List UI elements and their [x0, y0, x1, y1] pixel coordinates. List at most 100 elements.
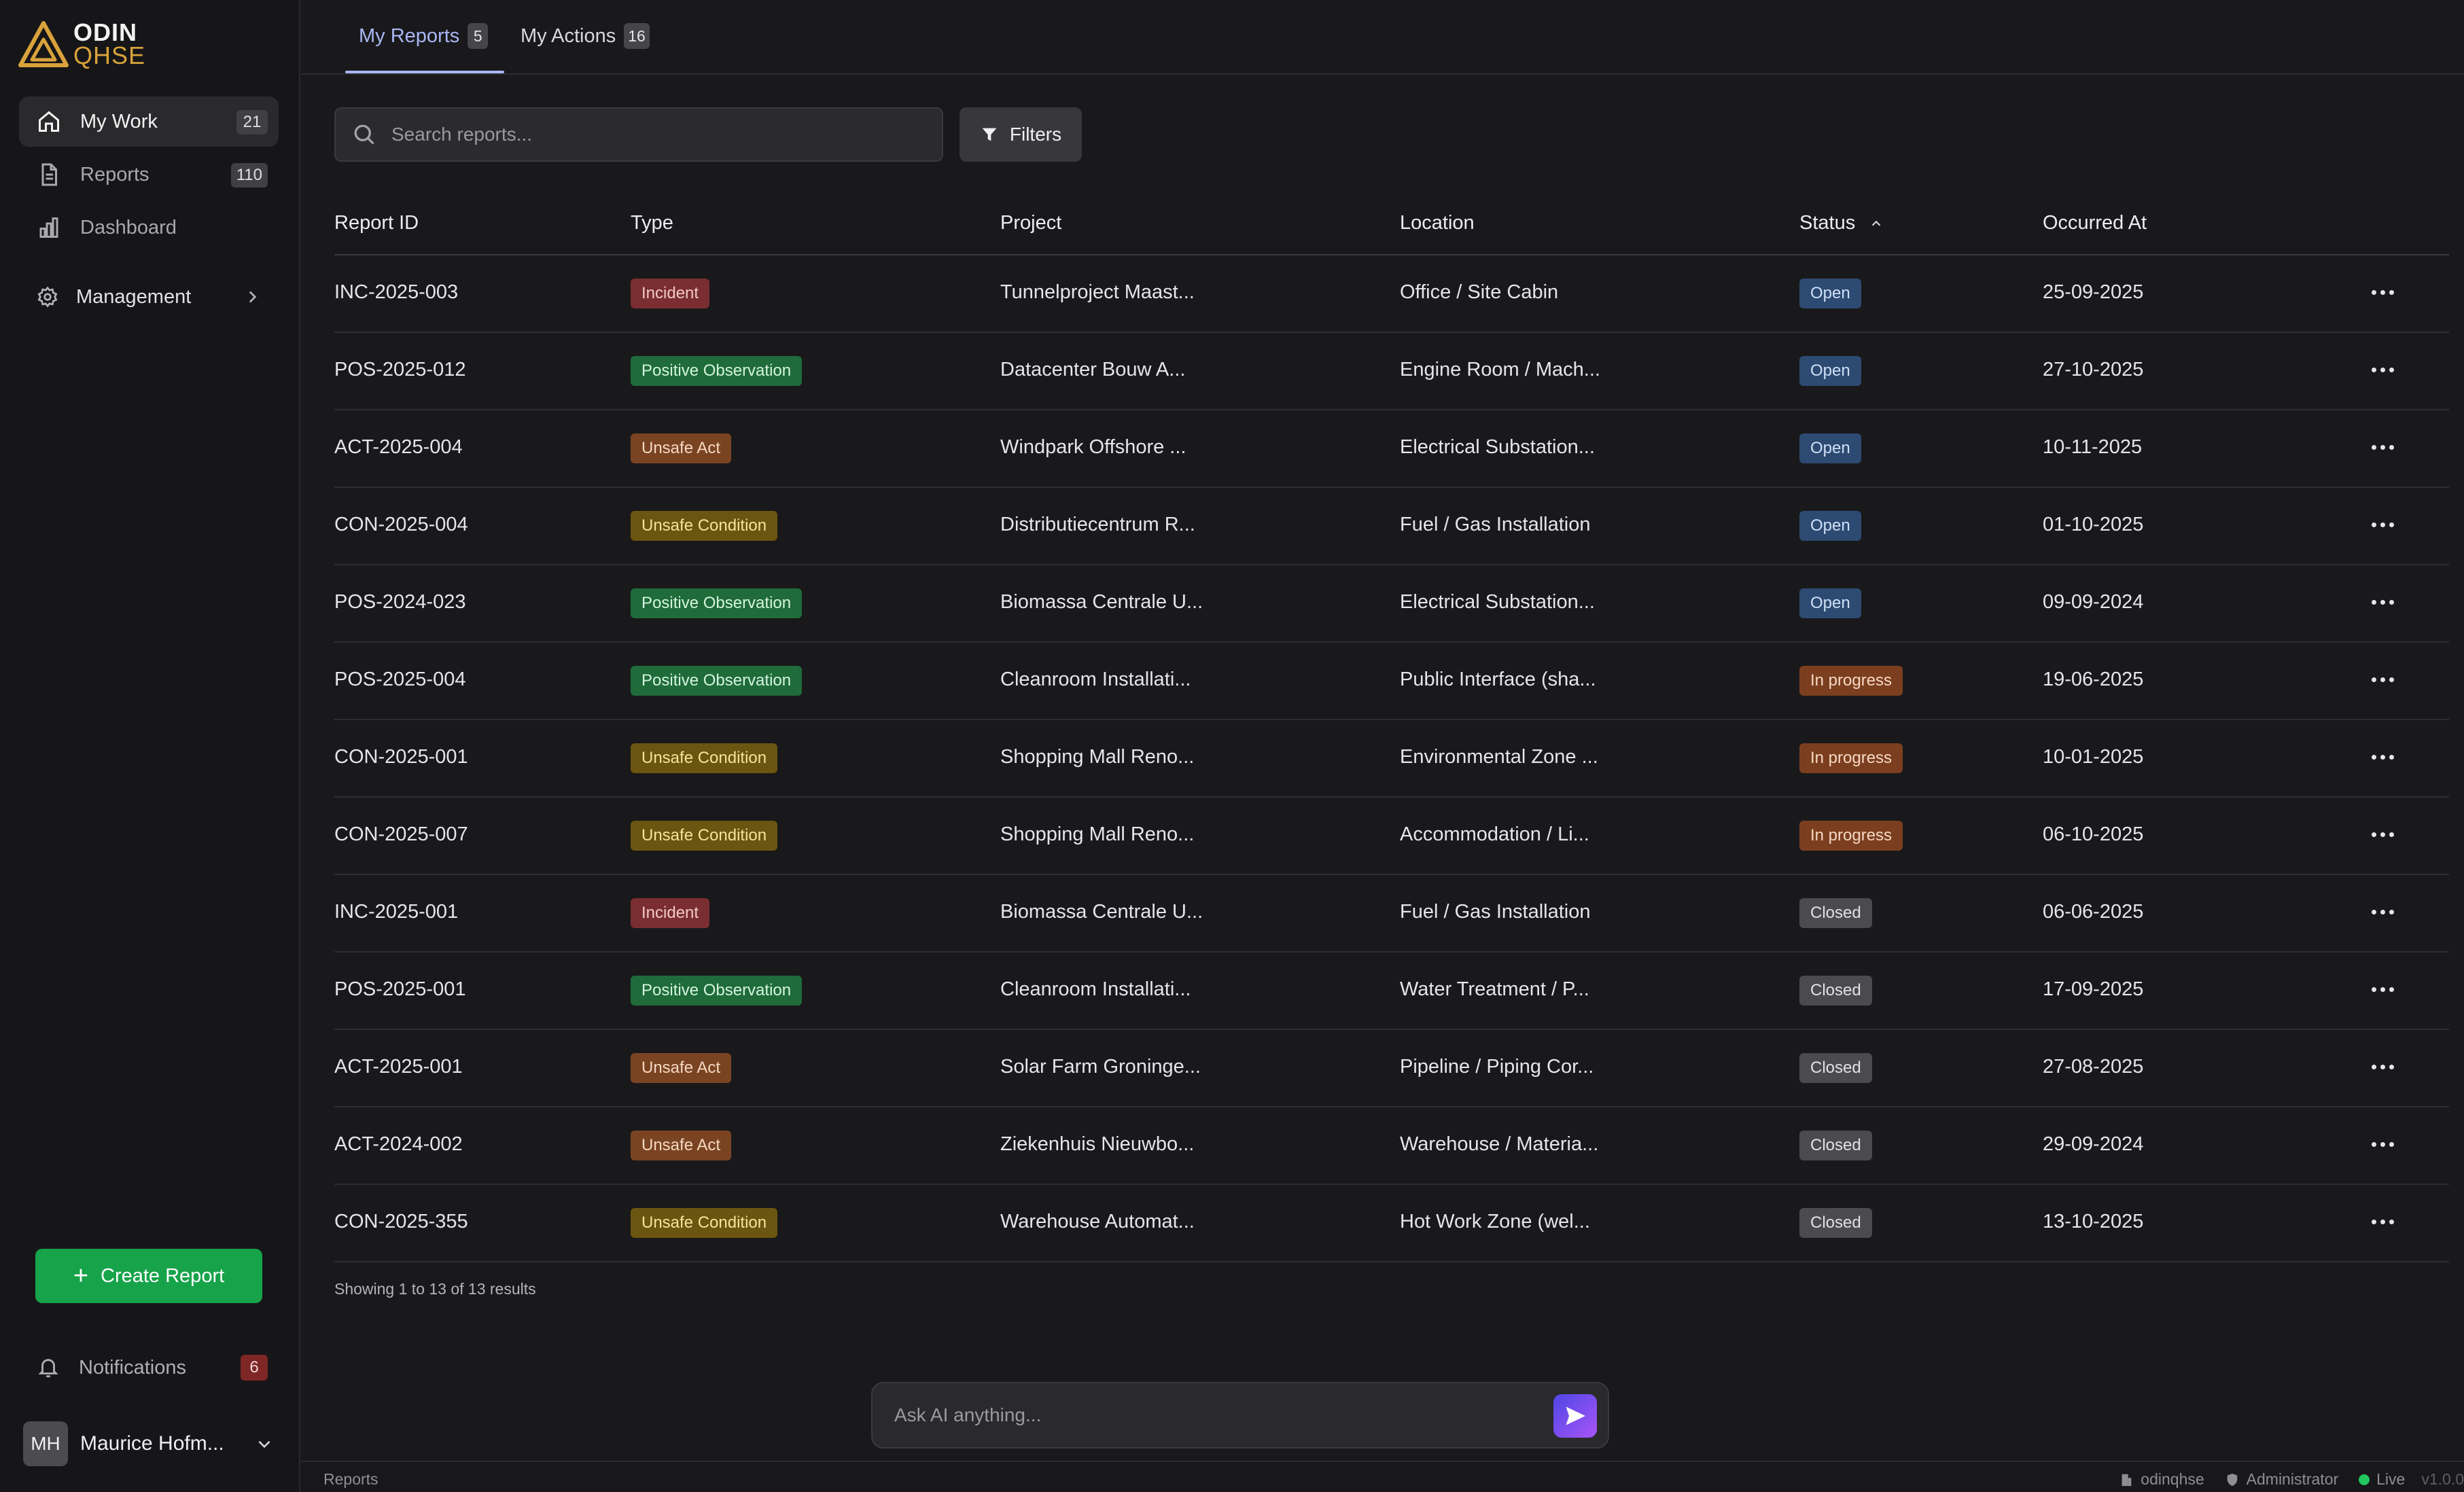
more-dots-icon: [2380, 1141, 2385, 1147]
chevron-right-icon: [249, 291, 257, 303]
project-cell: Biomassa Centrale U...: [1000, 901, 1203, 923]
app-logo[interactable]: ODIN QHSE: [18, 20, 145, 68]
project-cell: Windpark Offshore ...: [1000, 436, 1186, 458]
more-dots-icon: [2371, 754, 2376, 760]
filters-button[interactable]: Filters: [960, 107, 1082, 162]
report-id-cell[interactable]: INC-2025-001: [334, 901, 459, 923]
type-badge: Unsafe Condition: [631, 1208, 778, 1238]
column-header-occurred-at[interactable]: Occurred At: [2043, 212, 2147, 234]
chevron-down-icon: [258, 1440, 270, 1449]
report-id-cell[interactable]: POS-2025-012: [334, 359, 466, 380]
location-cell: Accommodation / Li...: [1400, 823, 1589, 845]
table-row[interactable]: INC-2025-003 Incident Tunnelproject Maast.…: [334, 255, 2449, 333]
tab-my-actions[interactable]: My Actions 16: [521, 23, 650, 49]
row-actions-button[interactable]: [2366, 1050, 2399, 1083]
column-header-project[interactable]: Project: [1000, 212, 1062, 234]
active-tab-indicator: [345, 71, 504, 73]
table-row[interactable]: ACT-2024-002 Unsafe Act Ziekenhuis Nieuwbo…: [334, 1107, 2449, 1185]
more-dots-icon: [2380, 599, 2385, 605]
table-row[interactable]: CON-2025-007 Unsafe Condition Shopping Mal…: [334, 798, 2449, 875]
project-cell: Distributiecentrum R...: [1000, 514, 1195, 535]
user-name: Maurice Hofm...: [80, 1432, 224, 1455]
row-actions-button[interactable]: [2366, 586, 2399, 618]
row-actions-button[interactable]: [2366, 973, 2399, 1006]
table-row[interactable]: CON-2025-001 Unsafe Condition Shopping Mal…: [334, 720, 2449, 798]
report-id-cell[interactable]: CON-2025-355: [334, 1211, 468, 1232]
search-box[interactable]: [334, 107, 943, 162]
column-header-location[interactable]: Location: [1400, 212, 1475, 234]
results-summary: Showing 1 to 13 of 13 results: [334, 1280, 536, 1298]
type-badge: Positive Observation: [631, 666, 803, 696]
table-row[interactable]: CON-2025-355 Unsafe Condition Warehouse Au…: [334, 1185, 2449, 1262]
row-actions-button[interactable]: [2366, 508, 2399, 541]
row-actions-button[interactable]: [2366, 276, 2399, 308]
type-badge: Incident: [631, 279, 710, 308]
status-org: odinqhse: [2119, 1470, 2204, 1489]
sidebar-item-reports[interactable]: Reports 110: [19, 149, 279, 200]
search-input[interactable]: [391, 124, 921, 145]
row-actions-button[interactable]: [2366, 1128, 2399, 1160]
send-icon: [1566, 1406, 1585, 1425]
status-badge: Open: [1799, 356, 1861, 386]
column-header-type[interactable]: Type: [631, 212, 673, 234]
row-actions-button[interactable]: [2366, 1205, 2399, 1238]
more-dots-icon: [2371, 1219, 2376, 1224]
more-dots-icon: [2389, 677, 2394, 682]
row-actions-button[interactable]: [2366, 353, 2399, 386]
live-indicator-icon: [2359, 1474, 2370, 1485]
report-id-cell[interactable]: CON-2025-007: [334, 823, 468, 845]
table-row[interactable]: POS-2025-012 Positive Observation Datacent…: [334, 333, 2449, 410]
row-actions-button[interactable]: [2366, 431, 2399, 463]
table-row[interactable]: CON-2025-004 Unsafe Condition Distributiec…: [334, 488, 2449, 565]
row-actions-button[interactable]: [2366, 818, 2399, 851]
report-id-cell[interactable]: ACT-2025-004: [334, 436, 463, 458]
table-row[interactable]: POS-2025-001 Positive Observation Cleanroo…: [334, 953, 2449, 1030]
more-dots-icon: [2371, 987, 2376, 992]
type-badge: Unsafe Act: [631, 1053, 732, 1083]
type-badge: Unsafe Act: [631, 1131, 732, 1160]
occurred-at-cell: 29-09-2024: [2043, 1133, 2144, 1155]
status-badge: Closed: [1799, 1053, 1872, 1083]
sidebar-item-dashboard[interactable]: Dashboard: [19, 202, 279, 253]
column-header-report-id[interactable]: Report ID: [334, 212, 419, 234]
ai-send-button[interactable]: [1553, 1394, 1597, 1438]
report-id-cell[interactable]: CON-2025-001: [334, 746, 468, 768]
report-id-cell[interactable]: CON-2025-004: [334, 514, 468, 535]
status-badge: In progress: [1799, 666, 1903, 696]
more-dots-icon: [2380, 832, 2385, 837]
report-id-cell[interactable]: ACT-2024-002: [334, 1133, 463, 1155]
user-menu[interactable]: MH Maurice Hofm...: [23, 1421, 279, 1466]
type-badge: Unsafe Condition: [631, 743, 778, 773]
sidebar-item-my-work[interactable]: My Work 21: [19, 96, 279, 147]
table-row[interactable]: ACT-2025-001 Unsafe Act Solar Farm Groning…: [334, 1030, 2449, 1107]
table-row[interactable]: ACT-2025-004 Unsafe Act Windpark Offshore …: [334, 410, 2449, 488]
table-header: Report ID Type Project Location Status O…: [334, 197, 2449, 255]
more-dots-icon: [2380, 1219, 2385, 1224]
report-id-cell[interactable]: ACT-2025-001: [334, 1056, 463, 1078]
status-badge: Open: [1799, 588, 1861, 618]
report-id-cell[interactable]: POS-2025-001: [334, 978, 466, 1000]
create-report-button[interactable]: + Create Report: [35, 1249, 262, 1303]
more-dots-icon: [2371, 1064, 2376, 1069]
row-actions-button[interactable]: [2366, 663, 2399, 696]
report-id-cell[interactable]: POS-2025-004: [334, 669, 466, 690]
more-dots-icon: [2371, 522, 2376, 527]
report-id-cell[interactable]: INC-2025-003: [334, 281, 459, 303]
logo-text-primary: ODIN: [73, 18, 137, 46]
ai-prompt-input[interactable]: [894, 1404, 1506, 1426]
table-row[interactable]: POS-2024-023 Positive Observation Biomassa…: [334, 565, 2449, 643]
row-actions-button[interactable]: [2366, 741, 2399, 773]
more-dots-icon: [2389, 522, 2394, 527]
report-id-cell[interactable]: POS-2024-023: [334, 591, 466, 613]
column-header-status[interactable]: Status: [1799, 212, 1884, 234]
more-dots-icon: [2389, 289, 2394, 295]
notification-count-badge: 6: [241, 1355, 268, 1381]
more-dots-icon: [2389, 1141, 2394, 1147]
tab-count-badge: 5: [468, 23, 489, 49]
sidebar-item-management[interactable]: Management: [19, 272, 279, 322]
sidebar-item-notifications[interactable]: Notifications 6: [19, 1344, 279, 1391]
table-row[interactable]: POS-2025-004 Positive Observation Cleanroo…: [334, 643, 2449, 720]
table-row[interactable]: INC-2025-001 Incident Biomassa Centrale U.…: [334, 875, 2449, 953]
tab-my-reports[interactable]: My Reports 5: [359, 23, 489, 49]
row-actions-button[interactable]: [2366, 895, 2399, 928]
